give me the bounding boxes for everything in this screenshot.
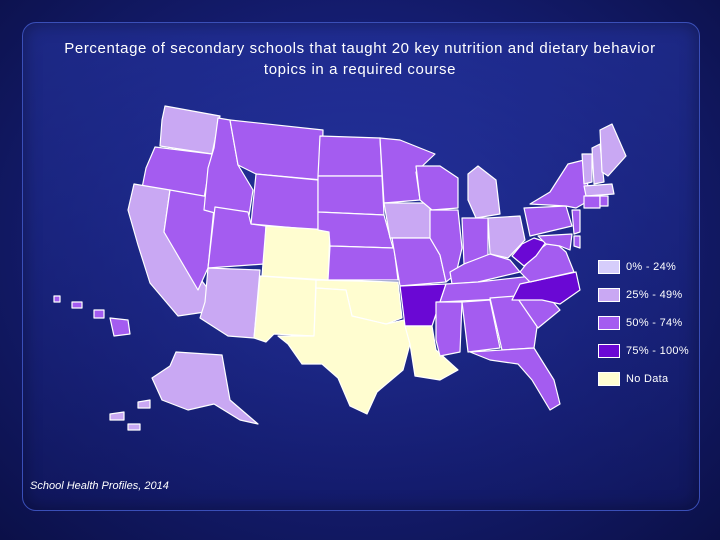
title-line-2: topics in a required course [263, 61, 457, 78]
state-vt [581, 153, 593, 185]
state-de [573, 235, 581, 249]
state-wi [415, 165, 459, 211]
legend-item: 75% - 100% [598, 337, 689, 365]
state-ne [317, 211, 394, 249]
state-ri [599, 195, 609, 207]
state-pa [523, 205, 573, 237]
state-az [199, 267, 261, 339]
state-co [261, 225, 331, 281]
state-sd [317, 175, 385, 216]
legend-item: 50% - 74% [598, 309, 689, 337]
legend-swatch [598, 288, 620, 302]
state-ms [435, 301, 463, 357]
legend-label: 50% - 74% [626, 317, 683, 329]
legend-item: 0% - 24% [598, 253, 689, 281]
state-ct [583, 195, 601, 209]
legend-label: 75% - 100% [626, 345, 689, 357]
state-mt [229, 119, 324, 181]
state-hi-island-2 [71, 301, 83, 309]
state-fl [469, 347, 561, 411]
state-ma [583, 183, 615, 197]
state-ak-island-1 [137, 399, 151, 409]
state-oh [487, 215, 526, 259]
map-legend: 0% - 24% 25% - 49% 50% - 74% 75% - 100% … [598, 253, 689, 393]
source-citation: School Health Profiles, 2014 [30, 480, 169, 492]
state-nc [511, 271, 581, 305]
legend-swatch [598, 372, 620, 386]
legend-swatch [598, 344, 620, 358]
state-hi-island-1 [93, 309, 105, 319]
state-al [461, 299, 501, 353]
legend-label: 25% - 49% [626, 289, 683, 301]
map-title: Percentage of secondary schools that tau… [24, 38, 696, 80]
state-ar [399, 283, 447, 327]
state-md [537, 233, 573, 251]
state-me [599, 123, 627, 177]
legend-item: No Data [598, 365, 689, 393]
state-ny [529, 159, 591, 209]
legend-item: 25% - 49% [598, 281, 689, 309]
state-hi [109, 317, 131, 337]
state-wa [159, 105, 221, 155]
state-ak [151, 351, 259, 425]
state-ks [327, 245, 399, 281]
state-nj [571, 209, 581, 235]
state-ak-island-2 [109, 411, 125, 421]
title-line-1: Percentage of secondary schools that tau… [64, 40, 656, 57]
state-nm [253, 275, 317, 343]
legend-label: 0% - 24% [626, 261, 677, 273]
state-mi [467, 165, 501, 219]
state-wy [250, 173, 319, 231]
state-la [404, 325, 459, 381]
legend-label: No Data [626, 373, 669, 385]
state-nd [317, 135, 383, 177]
state-tx [277, 287, 411, 415]
legend-swatch [598, 260, 620, 274]
legend-swatch [598, 316, 620, 330]
state-hi-island-3 [53, 295, 61, 303]
state-ak-island-3 [127, 423, 141, 431]
